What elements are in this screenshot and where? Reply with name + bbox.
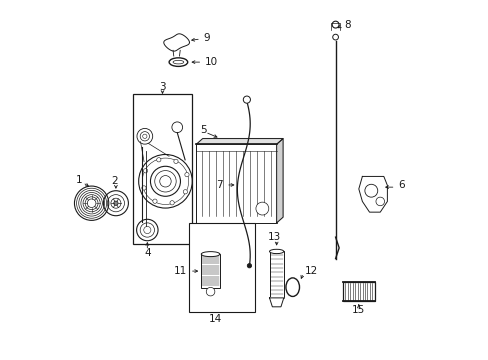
- Circle shape: [153, 199, 157, 203]
- Bar: [201, 254, 220, 288]
- Circle shape: [332, 34, 338, 40]
- Circle shape: [364, 184, 377, 197]
- Text: 6: 6: [397, 180, 404, 190]
- Text: 2: 2: [111, 176, 117, 186]
- Ellipse shape: [201, 252, 220, 257]
- Polygon shape: [173, 50, 180, 56]
- Circle shape: [156, 158, 161, 162]
- Circle shape: [114, 201, 118, 205]
- Circle shape: [243, 96, 250, 103]
- Ellipse shape: [173, 60, 183, 64]
- Text: 3: 3: [159, 82, 165, 92]
- Text: 4: 4: [144, 248, 151, 258]
- Polygon shape: [163, 34, 189, 51]
- Circle shape: [183, 190, 187, 194]
- Circle shape: [143, 168, 147, 173]
- Ellipse shape: [285, 278, 299, 296]
- Text: 7: 7: [216, 180, 223, 190]
- Bar: [189, 223, 255, 312]
- Circle shape: [142, 134, 147, 138]
- Text: 15: 15: [351, 305, 365, 315]
- Text: 12: 12: [305, 266, 318, 276]
- Circle shape: [142, 186, 146, 190]
- Bar: [133, 94, 192, 244]
- Text: 1: 1: [76, 175, 82, 185]
- Polygon shape: [269, 298, 283, 307]
- Bar: [342, 282, 374, 301]
- Circle shape: [331, 21, 338, 28]
- Bar: [196, 144, 276, 223]
- Bar: [269, 251, 283, 298]
- Text: 14: 14: [208, 314, 222, 324]
- Text: 13: 13: [268, 232, 281, 242]
- Ellipse shape: [269, 249, 283, 253]
- Ellipse shape: [169, 58, 187, 66]
- Text: 9: 9: [203, 33, 210, 43]
- Circle shape: [375, 197, 384, 206]
- Circle shape: [255, 202, 268, 215]
- Circle shape: [173, 159, 178, 163]
- Text: 11: 11: [174, 266, 187, 276]
- Text: 10: 10: [205, 57, 218, 67]
- Circle shape: [184, 172, 189, 177]
- Polygon shape: [358, 176, 386, 212]
- Circle shape: [247, 264, 251, 268]
- Circle shape: [160, 176, 171, 187]
- Circle shape: [170, 201, 174, 205]
- Circle shape: [206, 287, 214, 296]
- Text: 5: 5: [200, 125, 206, 135]
- Text: 8: 8: [344, 19, 350, 30]
- Polygon shape: [276, 139, 283, 223]
- Polygon shape: [196, 139, 283, 144]
